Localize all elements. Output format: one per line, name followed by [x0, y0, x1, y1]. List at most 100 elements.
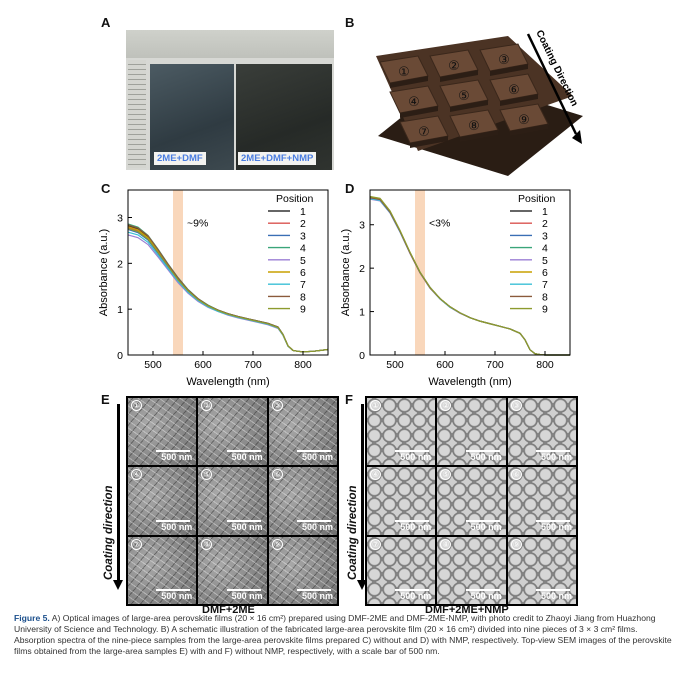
sem-tile-6: ⑥ 500 nm — [268, 467, 337, 535]
series-line-6 — [127, 226, 329, 353]
scale-bar — [297, 589, 331, 591]
sem-tile-1: ① 500 nm — [128, 398, 197, 466]
y-axis-label: Absorbance (a.u.) — [340, 229, 352, 316]
sem-tile-number: ⑤ — [440, 469, 452, 481]
sem-tile-number: ④ — [131, 469, 142, 481]
y-tick-label: 0 — [117, 350, 123, 362]
legend-label-5: 5 — [300, 255, 306, 267]
legend-label-6: 6 — [542, 267, 548, 279]
scale-bar-label: 500 nm — [231, 591, 263, 601]
film-piece-number-3: ③ — [498, 53, 510, 68]
x-axis-label: Wavelength (nm) — [186, 376, 269, 388]
legend-title: Position — [276, 193, 314, 205]
legend-label-3: 3 — [542, 230, 548, 242]
y-tick-label: 3 — [117, 213, 123, 225]
legend-label-4: 4 — [542, 243, 548, 255]
series-line-1 — [369, 197, 570, 356]
annotation-label: ~9% — [187, 217, 208, 229]
y-tick-label: 0 — [359, 350, 365, 362]
highlight-band — [173, 190, 183, 355]
sem-tile-3: ③ 500 nm — [268, 398, 337, 466]
sem-tile-9: ⑨ 500 nm — [268, 536, 337, 604]
scale-bar-label: 500 nm — [301, 521, 333, 532]
scale-bar-label: 500 nm — [161, 591, 193, 601]
legend-label-1: 1 — [300, 206, 306, 218]
film-piece-number-9: ⑨ — [518, 113, 530, 128]
scale-bar — [395, 589, 430, 591]
y-tick-label: 3 — [359, 220, 365, 232]
film-piece-edge-8 — [460, 130, 498, 142]
panel-label-e: E — [101, 392, 110, 407]
sem-tile-6: ⑥ 500 nm — [507, 467, 576, 535]
sem-tile-9: ⑨ 500 nm — [507, 536, 576, 604]
scale-bar-label: 500 nm — [161, 521, 193, 532]
scale-bar-label: 500 nm — [470, 521, 502, 532]
series-line-6 — [369, 196, 570, 356]
x-tick-label: 800 — [294, 359, 312, 371]
legend-title: Position — [518, 193, 556, 205]
scale-bar — [536, 589, 570, 591]
legend-label-2: 2 — [542, 218, 548, 230]
sem-tile-2: ② 500 nm — [437, 398, 506, 466]
film-piece-number-4: ④ — [408, 95, 420, 110]
series-line-9 — [127, 227, 329, 353]
film-piece-number-2: ② — [448, 59, 460, 74]
sem-tile-number: ② — [440, 400, 452, 411]
sem-tile-number: ⑨ — [510, 538, 522, 550]
plot-frame — [369, 189, 571, 356]
sem-tile-number: ⑤ — [201, 469, 213, 481]
x-tick-label: 700 — [244, 359, 262, 371]
film-piece-edge-3 — [490, 64, 528, 76]
legend-label-9: 9 — [542, 304, 548, 316]
sem-tile-number: ③ — [510, 400, 522, 411]
series-line-5 — [369, 198, 570, 356]
sem-tile-number: ④ — [370, 469, 381, 481]
photo-label-right: 2ME+DMF+NMP — [238, 152, 317, 165]
sem-tile-3: ③ 500 nm — [507, 398, 576, 466]
sem-panel-f: ① 500 nm ② 500 nm ③ 500 nm ④ 500 nm ⑤ 500 nm ⑥ 500 … — [365, 396, 578, 606]
legend-label-1: 1 — [542, 206, 548, 218]
plot-frame — [127, 189, 329, 356]
sem-tile-4: ④ 500 nm — [367, 467, 436, 535]
scale-bar — [297, 450, 331, 453]
scale-bar — [226, 450, 261, 453]
sem-tile-number: ⑨ — [271, 538, 283, 550]
legend-label-9: 9 — [300, 304, 306, 316]
sem-tile-4: ④ 500 nm — [128, 467, 197, 535]
panel-label-a: A — [101, 15, 111, 30]
series-line-8 — [369, 197, 570, 356]
direction-arrow-head-e — [113, 580, 123, 590]
series-line-4 — [369, 197, 570, 356]
figure-caption: Figure 5. A) Optical images of large-are… — [14, 613, 674, 657]
sem-tile-5: ⑤ 500 nm — [198, 467, 267, 535]
film-piece-number-6: ⑥ — [508, 83, 520, 98]
scale-bar — [156, 589, 191, 591]
legend-label-7: 7 — [542, 279, 548, 291]
scale-bar — [536, 519, 570, 522]
film-piece-number-8: ⑧ — [468, 119, 480, 134]
panel-label-b: B — [345, 15, 355, 30]
condition-label-f: DMF+2ME+NMP — [425, 604, 509, 616]
sem-tile-number: ⑦ — [370, 538, 381, 550]
sem-tile-number: ⑥ — [510, 469, 522, 481]
scale-bar-label: 500 nm — [301, 452, 333, 463]
caption-text: A) Optical images of large-area perovski… — [14, 613, 672, 656]
scale-bar-label: 500 nm — [400, 521, 432, 532]
legend-label-3: 3 — [300, 230, 306, 242]
panel-label-c: C — [101, 181, 111, 196]
x-axis-label: Wavelength (nm) — [428, 376, 511, 388]
sem-tile-number: ② — [201, 400, 213, 411]
scale-bar — [226, 519, 261, 522]
series-line-3 — [369, 196, 570, 356]
sem-tile-8: ⑧ 500 nm — [198, 536, 267, 604]
sem-tile-number: ① — [131, 400, 142, 411]
film-piece-edge-4 — [400, 106, 438, 118]
scale-bar — [395, 450, 430, 453]
scale-bar — [536, 450, 570, 453]
series-line-2 — [127, 227, 329, 353]
sem-tile-5: ⑤ 500 nm — [437, 467, 506, 535]
y-axis-label: Absorbance (a.u.) — [98, 229, 110, 316]
series-line-7 — [369, 198, 570, 356]
